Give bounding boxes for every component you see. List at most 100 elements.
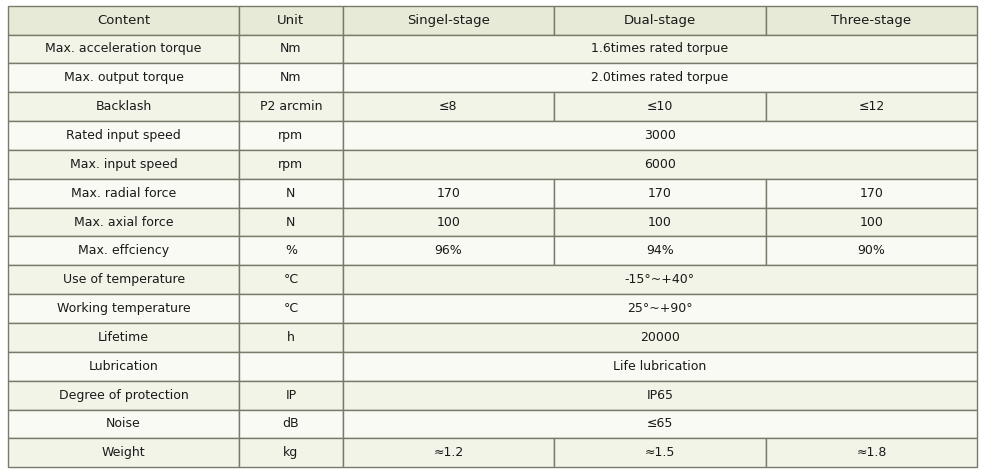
Bar (343, 409, 977, 439)
Text: %: % (285, 244, 297, 257)
Text: Max. effciency: Max. effciency (78, 244, 169, 257)
Bar (8, 236, 239, 265)
Text: N: N (286, 187, 296, 200)
Bar (239, 208, 343, 236)
Bar (239, 409, 343, 439)
Text: 25°~+90°: 25°~+90° (627, 302, 693, 315)
Bar (343, 265, 977, 294)
Bar (8, 6, 239, 34)
Text: Max. radial force: Max. radial force (71, 187, 176, 200)
Bar (239, 6, 343, 34)
Bar (8, 208, 239, 236)
Text: Unit: Unit (277, 14, 304, 26)
Bar (239, 265, 343, 294)
Bar (554, 208, 766, 236)
Bar (239, 294, 343, 323)
Text: Rated input speed: Rated input speed (66, 129, 181, 142)
Bar (343, 179, 554, 208)
Text: N: N (286, 216, 296, 228)
Bar (343, 121, 977, 150)
Bar (8, 409, 239, 439)
Bar (766, 439, 977, 467)
Bar (343, 323, 977, 352)
Text: Weight: Weight (102, 447, 145, 459)
Text: P2 arcmin: P2 arcmin (260, 100, 322, 113)
Text: ≤8: ≤8 (439, 100, 458, 113)
Text: rpm: rpm (278, 129, 303, 142)
Text: Use of temperature: Use of temperature (63, 273, 185, 286)
Bar (8, 323, 239, 352)
Text: Dual-stage: Dual-stage (624, 14, 696, 26)
Bar (8, 439, 239, 467)
Bar (554, 236, 766, 265)
Text: Working temperature: Working temperature (57, 302, 190, 315)
Text: Backlash: Backlash (95, 100, 152, 113)
Text: 170: 170 (436, 187, 460, 200)
Text: 1.6times rated torpue: 1.6times rated torpue (591, 42, 728, 56)
Text: 94%: 94% (646, 244, 674, 257)
Text: Nm: Nm (280, 42, 302, 56)
Bar (239, 121, 343, 150)
Bar (8, 64, 239, 92)
Bar (239, 179, 343, 208)
Text: kg: kg (283, 447, 299, 459)
Bar (766, 179, 977, 208)
Text: °C: °C (283, 273, 298, 286)
Bar (343, 381, 977, 410)
Text: Lifetime: Lifetime (98, 331, 149, 344)
Text: Singel-stage: Singel-stage (407, 14, 490, 26)
Bar (8, 179, 239, 208)
Bar (8, 92, 239, 121)
Bar (343, 352, 977, 381)
Text: ≈1.2: ≈1.2 (433, 447, 463, 459)
Bar (343, 150, 977, 179)
Text: 90%: 90% (858, 244, 885, 257)
Text: 3000: 3000 (644, 129, 676, 142)
Bar (8, 294, 239, 323)
Text: 96%: 96% (434, 244, 462, 257)
Bar (554, 92, 766, 121)
Bar (239, 34, 343, 64)
Bar (343, 34, 977, 64)
Bar (239, 236, 343, 265)
Bar (343, 294, 977, 323)
Bar (8, 121, 239, 150)
Bar (554, 179, 766, 208)
Text: ≈1.5: ≈1.5 (645, 447, 675, 459)
Text: Max. input speed: Max. input speed (70, 158, 177, 171)
Text: Nm: Nm (280, 71, 302, 84)
Text: ≈1.8: ≈1.8 (856, 447, 887, 459)
Bar (766, 236, 977, 265)
Bar (8, 34, 239, 64)
Text: ≤65: ≤65 (647, 417, 673, 430)
Text: 170: 170 (648, 187, 672, 200)
Bar (343, 236, 554, 265)
Bar (8, 150, 239, 179)
Bar (766, 92, 977, 121)
Text: Lubrication: Lubrication (89, 360, 158, 373)
Bar (343, 208, 554, 236)
Bar (239, 64, 343, 92)
Text: Three-stage: Three-stage (831, 14, 912, 26)
Text: h: h (287, 331, 295, 344)
Text: Max. output torque: Max. output torque (64, 71, 184, 84)
Bar (8, 265, 239, 294)
Bar (239, 92, 343, 121)
Bar (239, 439, 343, 467)
Text: 100: 100 (436, 216, 460, 228)
Text: 20000: 20000 (640, 331, 680, 344)
Text: Max. axial force: Max. axial force (74, 216, 173, 228)
Bar (554, 439, 766, 467)
Bar (8, 381, 239, 410)
Bar (239, 323, 343, 352)
Bar (343, 92, 554, 121)
Bar (554, 6, 766, 34)
Bar (343, 6, 554, 34)
Bar (766, 6, 977, 34)
Text: Content: Content (97, 14, 150, 26)
Text: IP65: IP65 (646, 389, 673, 402)
Text: 100: 100 (648, 216, 672, 228)
Text: 2.0times rated torpue: 2.0times rated torpue (591, 71, 729, 84)
Bar (239, 352, 343, 381)
Text: Noise: Noise (106, 417, 141, 430)
